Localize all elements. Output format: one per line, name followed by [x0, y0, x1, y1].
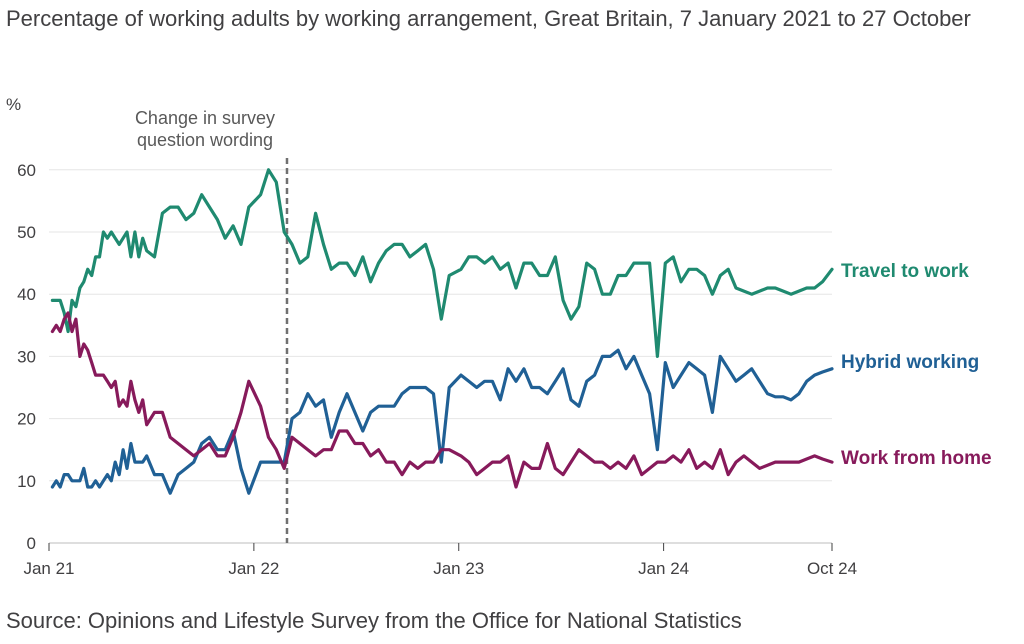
x-tick-label: Oct 24 [807, 559, 857, 578]
line-chart: % 0 10 20 30 40 50 60 Jan 21 Jan 22 Jan 23 Jan 24… [6, 95, 992, 578]
x-tick-label: Jan 24 [638, 559, 689, 578]
series-labels: Travel to work Hybrid working Work from ho… [841, 261, 992, 469]
series-label-travel: Travel to work [841, 261, 969, 282]
x-tick-label: Jan 22 [228, 559, 279, 578]
y-tick-label: 20 [17, 410, 36, 429]
y-gridlines [49, 169, 832, 544]
series-line-hybrid [50, 348, 834, 495]
y-tick-label: 0 [27, 534, 36, 553]
series-label-home: Work from home [841, 448, 992, 469]
y-tick-label: 50 [17, 223, 36, 242]
series-lines [50, 168, 834, 495]
source-note: Source: Opinions and Lifestyle Survey fr… [6, 608, 742, 633]
x-axis: Jan 21 Jan 22 Jan 23 Jan 24 Oct 24 [23, 543, 857, 578]
series-line-travel [50, 168, 834, 358]
annotation-text: question wording [137, 130, 273, 150]
y-tick-labels: 0 10 20 30 40 50 60 [17, 161, 36, 553]
series-label-hybrid: Hybrid working [841, 352, 979, 373]
x-tick-label: Jan 21 [23, 559, 74, 578]
y-tick-label: 10 [17, 472, 36, 491]
y-axis-unit: % [6, 95, 21, 114]
annotation-text: Change in survey [135, 108, 275, 128]
y-tick-label: 60 [17, 161, 36, 180]
x-tick-label: Jan 23 [433, 559, 484, 578]
chart-title: Percentage of working adults by working … [6, 6, 971, 31]
series-line-home [50, 311, 834, 489]
y-tick-label: 30 [17, 347, 36, 366]
y-tick-label: 40 [17, 285, 36, 304]
